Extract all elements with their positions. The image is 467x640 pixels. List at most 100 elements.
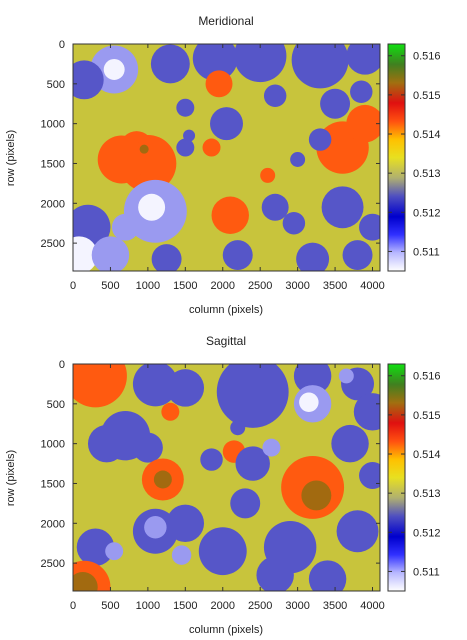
x-tick-label: 500	[101, 600, 119, 612]
contour-region	[282, 211, 306, 235]
x-tick-label: 4000	[360, 280, 384, 292]
contour-region	[262, 438, 281, 457]
contour-region	[210, 107, 243, 141]
contour-region	[263, 84, 287, 108]
x-axis-label: column (pixels)	[189, 304, 263, 316]
y-tick-label: 0	[59, 39, 65, 51]
contour-region	[87, 424, 126, 463]
colorbar-ticks: 0.516 0.515 0.514 0.513 0.512 0.511	[388, 51, 441, 258]
heatmap	[73, 364, 380, 591]
y-tick-label: 2500	[41, 238, 65, 250]
y-tick-label: 2000	[41, 518, 65, 530]
x-tick-label: 3000	[285, 600, 309, 612]
contour-region	[198, 527, 247, 576]
contour-region	[346, 104, 380, 143]
colorbar-tick-label: 0.512	[413, 527, 441, 539]
contour-region	[261, 193, 289, 221]
contour-region	[291, 44, 349, 89]
chart-title: Meridional	[198, 14, 253, 28]
colorbar-tick-label: 0.512	[413, 207, 441, 219]
colorbar-tick-label: 0.516	[413, 371, 441, 383]
contour-region	[166, 369, 205, 407]
colorbar-ticks: 0.516 0.515 0.514 0.513 0.512 0.511	[388, 371, 441, 578]
contour-region	[111, 213, 139, 241]
contour-region	[161, 402, 180, 421]
contour-region	[76, 528, 115, 566]
colorbar-tick-label: 0.514	[413, 449, 441, 461]
colorbar-tick-label: 0.511	[413, 246, 440, 258]
colorbar	[387, 363, 406, 592]
x-axis: 0 500 1000 1500 2000 2500 3000 3500 4000	[70, 364, 385, 612]
y-tick-label: 1000	[41, 439, 65, 451]
contour-region	[321, 186, 364, 229]
contour-region	[299, 392, 319, 412]
colorbar-tick-label: 0.513	[413, 168, 441, 180]
contour-region	[73, 364, 127, 408]
contour-region	[144, 516, 167, 539]
contour-region	[256, 556, 294, 591]
contour-region	[338, 368, 354, 384]
y-axis-label: row (pixels)	[5, 130, 17, 186]
contour-region	[211, 196, 249, 234]
contour-region	[320, 88, 351, 119]
panel-sagittal: Sagittal 0 500 1000 1500 2000 2500 3000 3500 400…	[5, 334, 441, 636]
x-axis: 0 500 1000 1500 2000 2500 3000 3500 4000	[70, 44, 385, 292]
contour-region	[139, 144, 149, 154]
contour-region	[73, 572, 98, 591]
contour-region	[151, 244, 182, 271]
contour-region	[171, 545, 192, 565]
y-tick-label: 1000	[41, 119, 65, 131]
x-tick-label: 3500	[323, 600, 347, 612]
contour-region	[153, 470, 172, 489]
colorbar-tick-label: 0.515	[413, 410, 441, 422]
y-axis-label: row (pixels)	[5, 450, 17, 506]
colorbar-tick-label: 0.514	[413, 129, 441, 141]
x-tick-label: 1000	[136, 600, 160, 612]
contour-region	[230, 420, 246, 436]
contour-region	[336, 510, 379, 553]
contour-region	[105, 542, 124, 561]
panel-meridional: Meridional 0 500 1000 1500 2000 2500 3000 3500 4…	[5, 14, 441, 316]
x-tick-label: 1500	[173, 600, 197, 612]
x-tick-label: 0	[70, 280, 76, 292]
contour-region	[202, 138, 221, 157]
contour-region	[183, 129, 196, 142]
x-tick-label: 2500	[248, 280, 272, 292]
y-tick-label: 500	[47, 399, 65, 411]
y-tick-label: 0	[59, 359, 65, 371]
x-tick-label: 0	[70, 600, 76, 612]
x-tick-label: 3500	[323, 280, 347, 292]
contour-region	[91, 236, 130, 271]
contour-region	[235, 446, 270, 481]
y-axis: 0 500 1000 1500 2000 2500	[41, 359, 380, 570]
x-tick-label: 4000	[360, 600, 384, 612]
contour-region	[350, 80, 373, 104]
contour-region	[200, 448, 223, 471]
colorbar-tick-label: 0.515	[413, 90, 441, 102]
contour-region	[73, 236, 98, 271]
contour-region	[176, 138, 195, 157]
x-tick-label: 3000	[285, 280, 309, 292]
contour-region	[293, 364, 332, 395]
x-tick-label: 2000	[211, 280, 235, 292]
x-tick-label: 500	[101, 280, 119, 292]
plot-frame	[72, 363, 381, 592]
contour-region	[222, 240, 253, 271]
colorbar-tick-label: 0.516	[413, 51, 441, 63]
contour-region	[359, 213, 380, 241]
contour-region	[205, 70, 233, 98]
x-tick-label: 2500	[248, 600, 272, 612]
y-tick-label: 1500	[41, 158, 65, 170]
colorbar	[387, 43, 406, 272]
plot-frame	[72, 43, 381, 272]
contour-region	[73, 60, 104, 100]
contour-region	[308, 128, 332, 151]
contour-region	[132, 432, 163, 463]
contour-region	[132, 364, 178, 407]
contour-region	[342, 240, 373, 271]
contour-region	[103, 59, 125, 80]
contour-region	[138, 193, 166, 221]
contour-region	[353, 393, 380, 431]
contour-region	[216, 364, 289, 428]
